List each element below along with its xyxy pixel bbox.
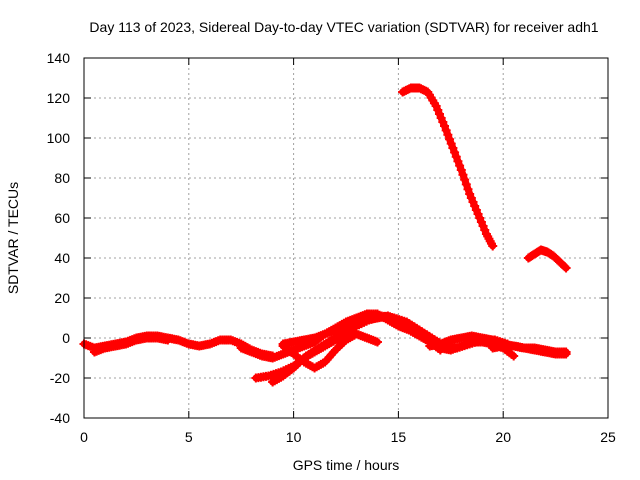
y-tick-label: -40	[50, 410, 70, 426]
y-tick-label: 40	[54, 250, 70, 266]
data-point	[509, 351, 519, 361]
data-point	[453, 156, 463, 166]
series-track-7	[278, 311, 445, 355]
x-tick-label: 20	[495, 429, 511, 445]
data-point	[351, 329, 361, 339]
grid-lines	[84, 58, 608, 418]
y-tick-label: 120	[47, 90, 71, 106]
data-point	[560, 262, 570, 272]
data-point	[163, 335, 173, 345]
data-point	[561, 349, 571, 359]
data-point	[461, 179, 471, 189]
data-point	[445, 134, 455, 144]
data-point	[446, 139, 456, 149]
data-series-layer	[79, 83, 571, 387]
data-point	[451, 152, 461, 162]
y-tick-label: 20	[54, 290, 70, 306]
x-tick-label: 10	[286, 429, 302, 445]
chart-title: Day 113 of 2023, Sidereal Day-to-day VTE…	[89, 19, 598, 35]
y-axis-label: SDTVAR / TECUs	[5, 182, 21, 294]
x-tick-label: 15	[391, 429, 407, 445]
data-point	[450, 147, 460, 157]
data-point	[448, 143, 458, 153]
data-point	[460, 175, 470, 185]
series-track-11	[523, 245, 571, 273]
plot-frame	[83, 57, 609, 419]
y-tick-label: 140	[47, 50, 71, 66]
series-track-2	[89, 333, 173, 357]
data-point	[463, 184, 473, 194]
y-tick-label: -20	[50, 370, 70, 386]
x-tick-label: 0	[80, 429, 88, 445]
y-tick-label: 80	[54, 170, 70, 186]
data-point	[456, 165, 466, 175]
axis-ticks	[83, 57, 609, 419]
data-point	[372, 337, 382, 347]
series-track-9	[488, 341, 571, 359]
data-point	[458, 170, 468, 180]
x-axis-label: GPS time / hours	[293, 457, 400, 473]
data-point	[455, 161, 465, 171]
x-tick-label: 5	[185, 429, 193, 445]
y-tick-label: 60	[54, 210, 70, 226]
data-point	[443, 130, 453, 140]
x-tick-label: 25	[600, 429, 616, 445]
series-track-6	[278, 329, 361, 373]
tick-labels: 0 5 10 15 20 25 -40 -20 0 20 40 60 80 100 120 140	[47, 50, 616, 445]
data-point	[441, 125, 451, 135]
y-tick-label: 100	[47, 130, 71, 146]
data-point	[440, 121, 450, 131]
y-tick-label: 0	[62, 330, 70, 346]
data-point	[488, 241, 498, 251]
series-track-10	[398, 83, 498, 251]
data-point	[561, 263, 571, 273]
